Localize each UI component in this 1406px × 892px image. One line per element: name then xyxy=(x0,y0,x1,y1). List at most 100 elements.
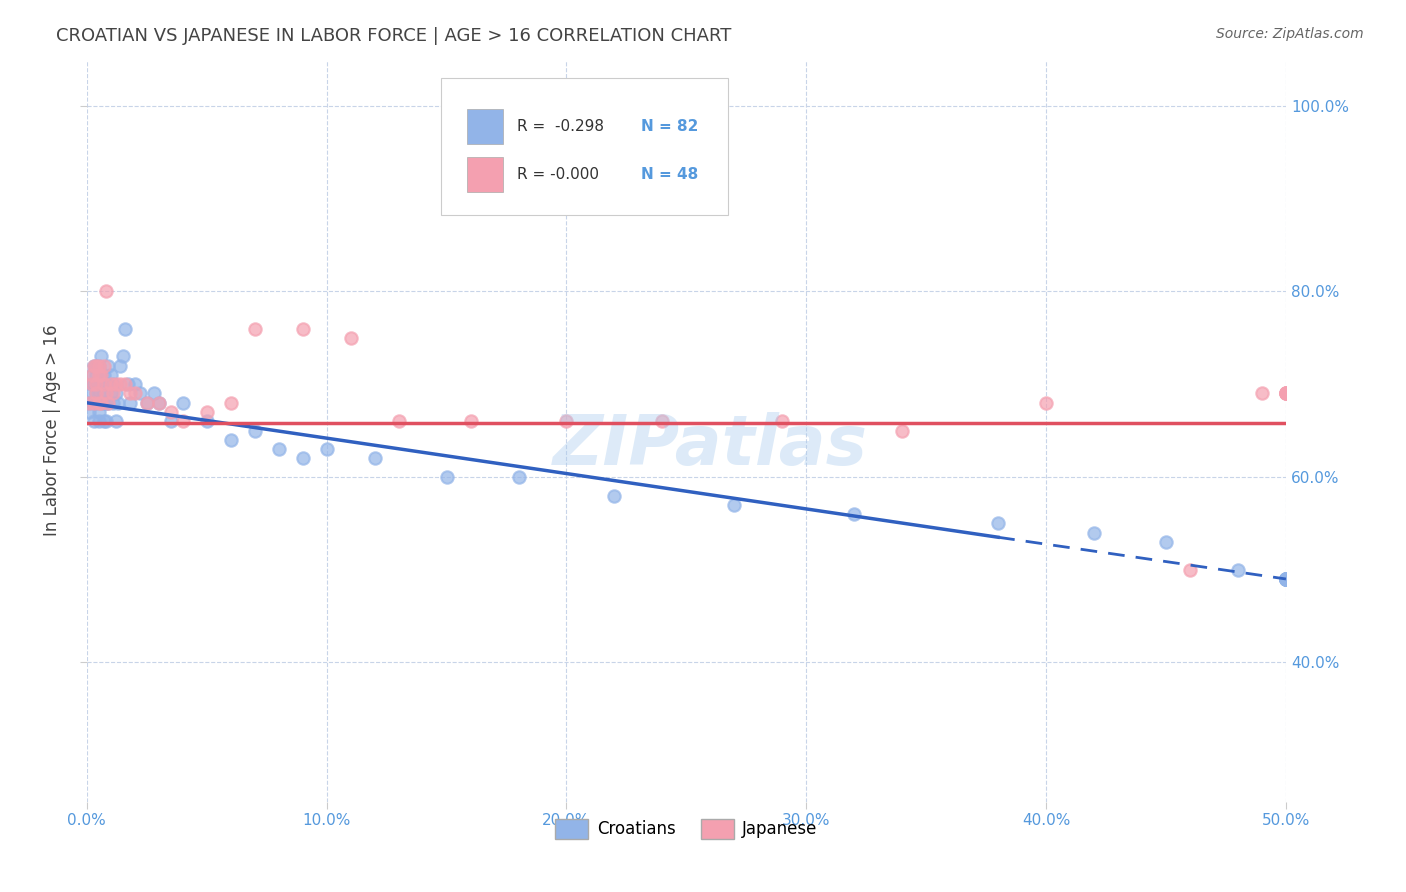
Point xyxy=(436,470,458,484)
Point xyxy=(107,396,129,410)
Point xyxy=(651,414,673,428)
Point xyxy=(104,386,127,401)
Point xyxy=(159,414,181,428)
Point xyxy=(86,377,108,392)
Point xyxy=(93,359,115,373)
Point xyxy=(83,396,105,410)
Point xyxy=(1154,534,1177,549)
Point xyxy=(97,396,120,410)
Point xyxy=(1275,572,1298,586)
Point xyxy=(90,396,112,410)
Point xyxy=(90,377,112,392)
Point xyxy=(603,489,626,503)
Point xyxy=(100,386,122,401)
Point xyxy=(93,396,115,410)
Point xyxy=(172,396,194,410)
Point xyxy=(94,377,117,392)
Point xyxy=(1275,572,1298,586)
Point xyxy=(1275,572,1298,586)
Point xyxy=(94,386,117,401)
Point xyxy=(1275,386,1298,401)
Point xyxy=(97,359,120,373)
Point xyxy=(124,377,146,392)
Point xyxy=(987,516,1010,531)
Point xyxy=(195,414,218,428)
Point xyxy=(80,377,103,392)
Point xyxy=(86,359,108,373)
Point xyxy=(83,377,105,392)
Point xyxy=(80,368,103,382)
Point xyxy=(110,359,132,373)
Point xyxy=(1275,572,1298,586)
Point xyxy=(87,359,110,373)
Point xyxy=(100,368,122,382)
Point xyxy=(195,405,218,419)
Point xyxy=(460,414,482,428)
Point xyxy=(1035,396,1057,410)
Point xyxy=(124,386,146,401)
Point xyxy=(87,396,110,410)
Point xyxy=(83,414,105,428)
Point xyxy=(77,396,100,410)
Point xyxy=(114,377,136,392)
Point xyxy=(148,396,170,410)
Point xyxy=(77,396,100,410)
Text: Source: ZipAtlas.com: Source: ZipAtlas.com xyxy=(1216,27,1364,41)
Point xyxy=(118,396,141,410)
Point xyxy=(844,507,866,521)
Y-axis label: In Labor Force | Age > 16: In Labor Force | Age > 16 xyxy=(44,325,60,536)
Text: R = -0.000: R = -0.000 xyxy=(517,167,599,182)
Point xyxy=(80,386,103,401)
Point xyxy=(97,396,120,410)
Point xyxy=(93,386,115,401)
Point xyxy=(1251,386,1274,401)
Point xyxy=(1275,572,1298,586)
Point xyxy=(90,350,112,364)
Point xyxy=(93,414,115,428)
Point xyxy=(243,321,266,335)
Point xyxy=(243,424,266,438)
Point xyxy=(103,377,125,392)
Point xyxy=(90,396,112,410)
Point xyxy=(90,368,112,382)
Point xyxy=(508,470,530,484)
Point xyxy=(86,396,108,410)
FancyBboxPatch shape xyxy=(467,157,503,193)
Point xyxy=(103,396,125,410)
Point xyxy=(77,405,100,419)
Point xyxy=(219,433,242,447)
Point xyxy=(1275,386,1298,401)
Point xyxy=(97,377,120,392)
Point xyxy=(770,414,793,428)
Point xyxy=(159,405,181,419)
Point xyxy=(114,321,136,335)
Point xyxy=(555,414,578,428)
Point xyxy=(104,414,127,428)
Point xyxy=(93,368,115,382)
Point xyxy=(94,396,117,410)
Text: N = 48: N = 48 xyxy=(641,167,697,182)
Point xyxy=(1275,572,1298,586)
FancyBboxPatch shape xyxy=(467,109,503,145)
Point xyxy=(315,442,337,457)
Point xyxy=(83,359,105,373)
Text: ZIPatlas: ZIPatlas xyxy=(553,412,868,479)
Point xyxy=(1275,386,1298,401)
Point xyxy=(891,424,914,438)
Point xyxy=(1275,572,1298,586)
Point xyxy=(172,414,194,428)
Point xyxy=(363,451,385,466)
Point xyxy=(86,386,108,401)
Point xyxy=(103,386,125,401)
Point xyxy=(1275,572,1298,586)
Point xyxy=(1275,386,1298,401)
Point xyxy=(1275,572,1298,586)
FancyBboxPatch shape xyxy=(440,78,728,215)
Point xyxy=(219,396,242,410)
Point xyxy=(387,414,409,428)
Point xyxy=(135,396,157,410)
Legend: Croatians, Japanese: Croatians, Japanese xyxy=(548,813,824,846)
Point xyxy=(87,405,110,419)
Point xyxy=(80,368,103,382)
Point xyxy=(86,359,108,373)
